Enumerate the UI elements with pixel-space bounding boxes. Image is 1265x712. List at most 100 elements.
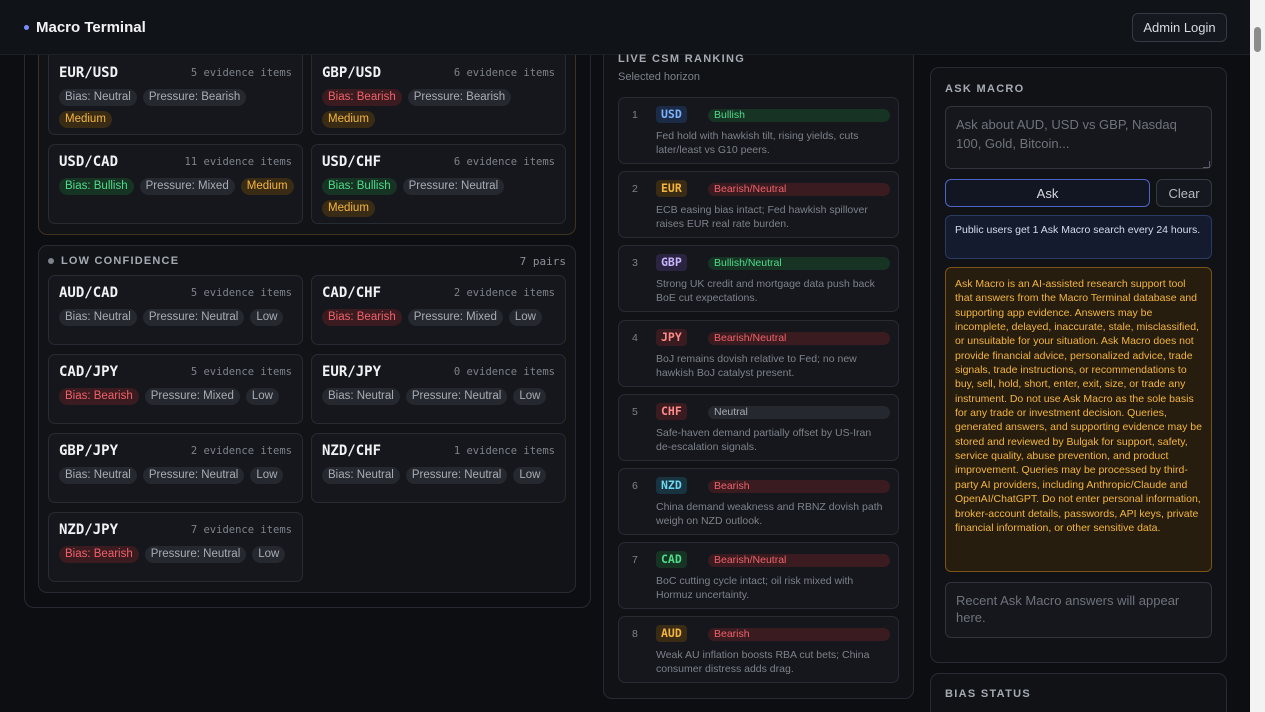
pair-name: CAD/JPY (59, 364, 119, 380)
brand-name: Macro Terminal (36, 19, 146, 36)
rank-description: BoJ remains dovish relative to Fed; no n… (656, 352, 857, 379)
admin-login-button[interactable]: Admin Login (1132, 13, 1227, 42)
pair-tag: Bias: Neutral (59, 309, 137, 326)
pair-tag: Bias: Bullish (59, 178, 134, 195)
currency-badge: CAD (656, 551, 687, 569)
bias-label: Bearish (708, 628, 890, 642)
resize-handle-icon[interactable] (1203, 161, 1210, 168)
bias-label: Neutral (708, 405, 890, 419)
pair-tag: Bias: Neutral (59, 89, 137, 106)
group-dot-icon (48, 258, 54, 264)
pair-card[interactable]: GBP/JPY 2 evidence items Bias: Neutral Pres… (48, 433, 303, 503)
csm-rank-card[interactable]: 3 GBP Bullish/Neutral Strong UK credit and … (618, 245, 899, 313)
pair-name: CAD/CHF (322, 285, 382, 301)
ask-macro-title: ASK MACRO (945, 83, 1025, 95)
pair-card[interactable]: EUR/JPY 0 evidence items Bias: Neutral Pres… (311, 354, 566, 424)
pair-tag: Low (513, 388, 547, 405)
pair-tag: Low (250, 309, 284, 326)
evidence-count: 7 evidence items (190, 524, 292, 536)
pair-tag: Pressure: Neutral (144, 546, 247, 563)
ask-button[interactable]: Ask (945, 179, 1150, 207)
pair-tag: Pressure: Neutral (405, 467, 508, 484)
pair-tag: Bias: Neutral (59, 467, 137, 484)
pair-tags: Bias: Neutral Pressure: Neutral Low (322, 388, 562, 405)
pair-tags: Bias: Neutral Pressure: Neutral Low (322, 467, 562, 484)
pair-tag: Bias: Bearish (59, 546, 139, 563)
pair-tag: Low (252, 546, 286, 563)
pair-card[interactable]: NZD/CHF 1 evidence items Bias: Neutral Pres… (311, 433, 566, 503)
csm-rank-card[interactable]: 1 USD Bullish Fed hold with hawkish tilt, r… (618, 97, 899, 164)
pair-tag: Low (513, 467, 547, 484)
pair-tag: Pressure: Mixed (144, 388, 240, 405)
csm-rank-card[interactable]: 6 NZD Bearish China demand weakness and RBN… (618, 468, 899, 535)
pair-card[interactable]: AUD/CAD 5 evidence items Bias: Neutral Pres… (48, 275, 303, 345)
brand-dot-icon (24, 25, 29, 30)
pair-card[interactable]: USD/CAD 11 evidence items Bias: Bullish Pre… (48, 144, 303, 224)
pair-tags: Bias: Neutral Pressure: Neutral Low (59, 467, 299, 484)
pair-tag: Pressure: Neutral (142, 467, 245, 484)
pair-tag: Low (245, 388, 279, 405)
currency-badge: GBP (656, 254, 687, 272)
bias-label: Bullish/Neutral (708, 257, 890, 271)
rank-description: Fed hold with hawkish tilt, rising yield… (656, 130, 859, 156)
currency-badge: EUR (656, 180, 687, 198)
scrollbar-thumb[interactable] (1254, 27, 1261, 52)
rank-description: BoC cutting cycle intact; oil risk mixed… (656, 575, 854, 602)
pair-tag: Low (508, 309, 542, 326)
pair-card[interactable]: GBP/USD 6 evidence items Bias: Bearish Pres… (311, 55, 566, 135)
pair-tag: Bias: Bearish (59, 388, 139, 405)
evidence-count: 1 evidence items (453, 445, 555, 457)
pair-tags: Bias: Bullish Pressure: Mixed Medium (59, 178, 299, 195)
pair-tag: Medium (322, 111, 375, 128)
group-count: 7 pairs (519, 255, 566, 268)
currency-badge: CHF (656, 402, 687, 420)
rank-number: 6 (632, 480, 638, 492)
rank-description: China demand weakness and RBNZ dovish pa… (656, 501, 883, 527)
brand[interactable]: Macro Terminal (24, 19, 146, 36)
bias-status-panel (930, 673, 1227, 712)
csm-rank-card[interactable]: 2 EUR Bearish/Neutral ECB easing bias intac… (618, 171, 899, 239)
csm-rank-card[interactable]: 4 JPY Bearish/Neutral BoJ remains dovish re… (618, 319, 899, 387)
pair-card[interactable]: EUR/USD 5 evidence items Bias: Neutral Pres… (48, 55, 303, 135)
pair-tags: Bias: Bearish Pressure: Neutral Low (59, 546, 299, 563)
clear-button[interactable]: Clear (1156, 179, 1212, 207)
top-bar (0, 0, 1250, 55)
rank-description: Strong UK credit and mortgage data push … (656, 278, 875, 305)
evidence-count: 5 evidence items (190, 366, 292, 378)
pair-tag: Pressure: Bearish (407, 89, 512, 106)
bias-label: Bearish/Neutral (708, 554, 890, 568)
rank-description: Weak AU inflation boosts RBA cut bets; C… (656, 649, 870, 676)
csm-rank-card[interactable]: 8 AUD Bearish Weak AU inflation boosts RBA … (618, 616, 899, 684)
evidence-count: 2 evidence items (453, 287, 555, 299)
bias-label: Bearish/Neutral (708, 331, 890, 345)
bias-label: Bearish/Neutral (708, 183, 890, 197)
pair-name: GBP/JPY (59, 443, 119, 459)
csm-title: LIVE CSM RANKING (618, 53, 746, 65)
pair-tag: Medium (240, 178, 294, 195)
pair-tag: Bias: Bullish (322, 178, 397, 195)
rank-number: 1 (632, 109, 638, 121)
pair-card[interactable]: CAD/CHF 2 evidence items Bias: Bearish Pres… (311, 275, 566, 345)
bias-label: Bullish (708, 109, 890, 122)
page-scrollbar[interactable] (1250, 0, 1265, 712)
pair-name: USD/CHF (322, 154, 382, 170)
csm-rank-card[interactable]: 5 CHF Neutral Safe-haven demand partially o… (618, 393, 899, 461)
pair-tag: Bias: Neutral (322, 467, 400, 484)
csm-subtitle: Selected horizon (618, 71, 700, 83)
usage-info-notice: Public users get 1 Ask Macro search ever… (945, 215, 1212, 259)
pair-name: USD/CAD (59, 154, 119, 170)
pair-tags: Bias: Bearish Pressure: Bearish Medium (322, 89, 562, 128)
pair-tags: Bias: Neutral Pressure: Neutral Low (59, 309, 299, 326)
ask-macro-input[interactable] (945, 106, 1212, 169)
pair-card[interactable]: NZD/JPY 7 evidence items Bias: Bearish Pres… (48, 512, 303, 582)
pair-card[interactable]: USD/CHF 6 evidence items Bias: Bullish Pres… (311, 144, 566, 224)
pair-name: GBP/USD (322, 65, 382, 81)
rank-description: ECB easing bias intact; Fed hawkish spil… (656, 204, 868, 231)
pair-card[interactable]: CAD/JPY 5 evidence items Bias: Bearish Pres… (48, 354, 303, 424)
csm-rank-card[interactable]: 7 CAD Bearish/Neutral BoC cutting cycle int… (618, 542, 899, 610)
currency-badge: JPY (656, 328, 687, 346)
pair-tag: Bias: Neutral (322, 388, 400, 405)
rank-number: 8 (632, 628, 638, 641)
pair-tag: Pressure: Bearish (142, 89, 247, 106)
pair-tag: Pressure: Mixed (407, 309, 503, 326)
